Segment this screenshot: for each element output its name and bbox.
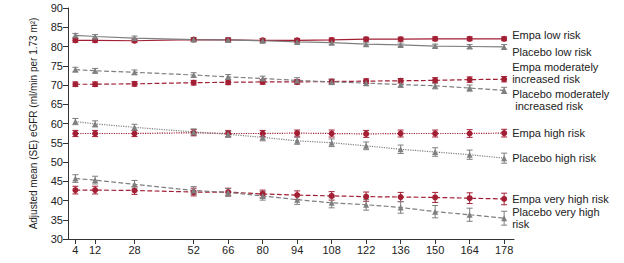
svg-text:4: 4 [72,244,78,256]
svg-text:122: 122 [357,244,375,256]
svg-text:50: 50 [51,156,63,168]
svg-text:increased risk: increased risk [512,73,580,85]
svg-text:Placebo very high: Placebo very high [512,206,603,218]
svg-text:85: 85 [51,21,63,33]
svg-text:28: 28 [128,244,140,256]
svg-text:Adjusted mean (SE) eGFR (ml/mi: Adjusted mean (SE) eGFR (ml/min per 1.73… [28,18,39,230]
svg-text:65: 65 [51,98,63,110]
svg-text:60: 60 [51,118,63,130]
svg-text:80: 80 [51,41,63,53]
svg-text:164: 164 [460,244,478,256]
svg-text:90: 90 [51,2,63,14]
svg-text:136: 136 [391,244,409,256]
svg-text:Empa moderately: Empa moderately [512,61,601,73]
svg-text:Placebo moderately: Placebo moderately [512,88,610,100]
svg-text:30: 30 [51,233,63,245]
svg-text:increased risk: increased risk [512,100,583,112]
svg-text:risk: risk [512,218,530,230]
svg-text:Placebo low risk: Placebo low risk [512,46,592,58]
svg-text:75: 75 [51,60,63,72]
svg-text:108: 108 [322,244,340,256]
svg-text:52: 52 [188,244,200,256]
svg-text:Empa low risk: Empa low risk [512,29,581,41]
svg-text:178: 178 [495,244,513,256]
svg-text:Placebo high risk: Placebo high risk [512,152,596,164]
svg-text:35: 35 [51,214,63,226]
svg-text:12: 12 [89,244,101,256]
svg-text:150: 150 [426,244,444,256]
svg-text:45: 45 [51,175,63,187]
svg-text:Empa very high risk: Empa very high risk [512,193,609,205]
svg-text:94: 94 [291,244,303,256]
svg-text:40: 40 [51,195,63,207]
svg-text:Empa high risk: Empa high risk [512,127,585,139]
svg-text:55: 55 [51,137,63,149]
svg-text:70: 70 [51,79,63,91]
svg-text:80: 80 [257,244,269,256]
svg-text:66: 66 [222,244,234,256]
